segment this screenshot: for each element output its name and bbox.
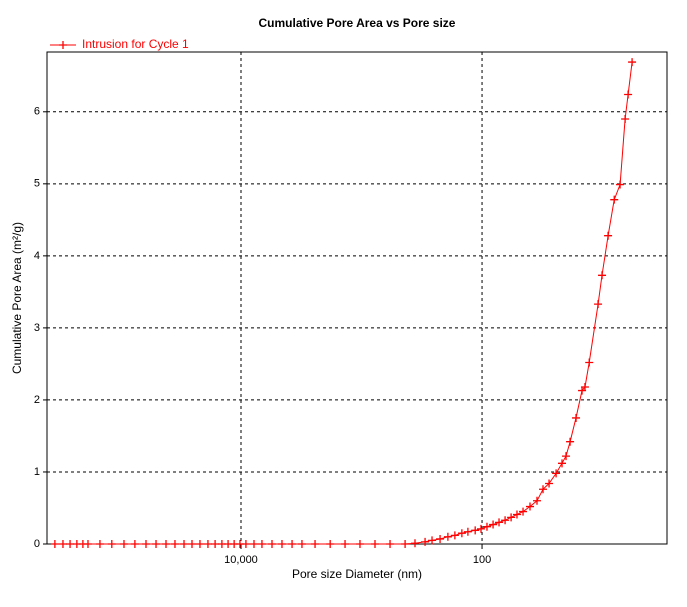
data-marker <box>83 540 92 548</box>
data-marker <box>268 540 277 548</box>
y-tick-label: 1 <box>34 466 40 478</box>
plot-frame <box>46 51 668 545</box>
data-marker <box>552 469 561 478</box>
legend-label: Intrusion for Cycle 1 <box>82 37 189 51</box>
data-marker <box>616 180 625 189</box>
data-marker <box>130 540 139 548</box>
y-tick-label: 3 <box>34 322 40 334</box>
data-marker <box>512 510 521 519</box>
y-tick-label: 4 <box>34 250 40 262</box>
data-marker <box>95 540 104 548</box>
data-marker <box>519 507 528 516</box>
data-marker <box>203 540 212 548</box>
data-marker <box>58 540 67 548</box>
data-marker <box>545 479 554 488</box>
data-marker <box>532 496 541 505</box>
data-marker <box>401 540 410 548</box>
y-axis-label: Cumulative Pore Area (m²/g) <box>10 222 24 374</box>
data-marker <box>241 540 250 548</box>
data-marker <box>477 524 486 533</box>
data-marker <box>288 540 297 548</box>
data-marker <box>297 540 306 548</box>
data-marker <box>119 540 128 548</box>
data-marker <box>277 540 286 548</box>
y-tick-label: 2 <box>34 394 40 406</box>
x-tick-label: 10,000 <box>224 554 258 566</box>
data-marker <box>107 540 116 548</box>
data-marker <box>386 540 395 548</box>
data-marker <box>195 540 204 548</box>
data-marker <box>610 195 619 204</box>
data-marker <box>50 540 59 548</box>
data-marker <box>341 540 350 548</box>
data-marker <box>526 502 535 511</box>
data-marker <box>66 540 75 548</box>
data-marker <box>457 529 466 538</box>
data-marker <box>558 459 567 468</box>
data-marker <box>152 540 161 548</box>
data-marker <box>471 526 480 535</box>
x-axis-label: Pore size Diameter (nm) <box>292 567 422 581</box>
legend-marker <box>59 41 67 49</box>
y-tick-label: 5 <box>34 178 40 190</box>
data-marker <box>463 527 472 536</box>
data-marker <box>501 516 510 525</box>
data-marker <box>507 513 516 522</box>
data-marker <box>624 90 633 99</box>
data-marker <box>142 540 151 548</box>
data-marker <box>562 452 571 461</box>
data-marker <box>495 518 504 527</box>
data-marker <box>410 539 419 548</box>
data-marker <box>180 540 189 548</box>
data-marker <box>450 531 459 540</box>
data-marker <box>257 540 266 548</box>
data-marker <box>580 382 589 391</box>
data-marker <box>572 413 581 422</box>
data-marker <box>566 437 575 446</box>
data-marker <box>326 540 335 548</box>
y-tick-label: 0 <box>34 538 40 550</box>
data-marker <box>311 540 320 548</box>
data-marker <box>621 114 630 123</box>
data-marker <box>585 358 594 367</box>
data-marker <box>428 536 437 545</box>
data-marker <box>443 532 452 541</box>
data-marker <box>250 540 258 548</box>
data-marker <box>604 231 613 240</box>
x-tick-label: 100 <box>473 554 491 566</box>
data-marker <box>594 300 603 309</box>
data-marker <box>539 485 548 494</box>
data-marker <box>211 540 220 548</box>
y-tick-label: 6 <box>34 106 40 118</box>
data-marker <box>170 540 179 548</box>
data-marker <box>482 522 491 531</box>
data-marker <box>598 271 607 280</box>
data-marker <box>162 540 171 548</box>
data-marker <box>370 540 379 548</box>
data-marker <box>628 58 637 67</box>
data-marker <box>355 540 364 548</box>
data-marker <box>436 534 445 543</box>
data-marker <box>421 537 430 546</box>
chart-title: Cumulative Pore Area vs Pore size <box>259 16 456 30</box>
data-marker <box>187 540 196 548</box>
data-marker <box>489 520 498 529</box>
